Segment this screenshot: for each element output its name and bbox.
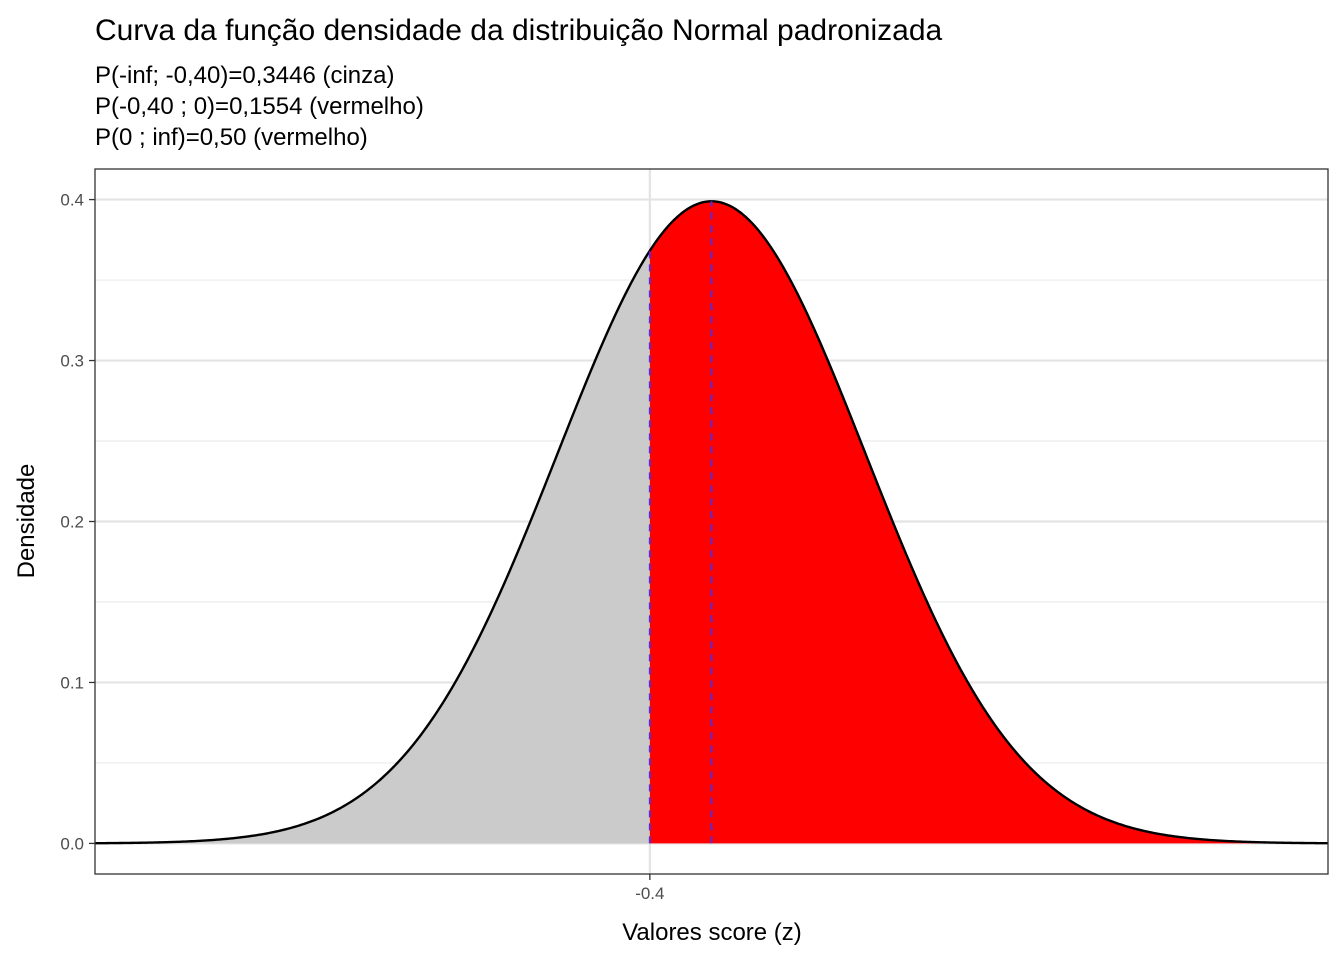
y-tick-label: 0.4 (60, 191, 84, 210)
shaded-region-1 (95, 250, 650, 844)
y-tick-label: 0.0 (60, 834, 84, 853)
chart-subtitle-line-2: P(-0,40 ; 0)=0,1554 (vermelho) (95, 93, 424, 120)
x-axis-title: Valores score (z) (622, 919, 802, 946)
chart-subtitle-line-3: P(0 ; inf)=0,50 (vermelho) (95, 124, 368, 151)
shaded-region-2 (649, 201, 1328, 844)
y-tick-label: 0.2 (60, 513, 84, 532)
chart-title: Curva da função densidade da distribuiçã… (95, 14, 943, 47)
x-tick-label: -0.4 (635, 884, 664, 903)
y-tick-label: 0.3 (60, 352, 84, 371)
plot-area: 0.0 0.1 0.2 0.3 0.4 -0.4 (60, 168, 1329, 903)
y-axis-title: Densidade (13, 464, 40, 579)
y-tick-label: 0.1 (60, 673, 84, 692)
density-curve (94, 200, 1329, 845)
chart-subtitle-line-1: P(-inf; -0,40)=0,3446 (cinza) (95, 62, 394, 89)
